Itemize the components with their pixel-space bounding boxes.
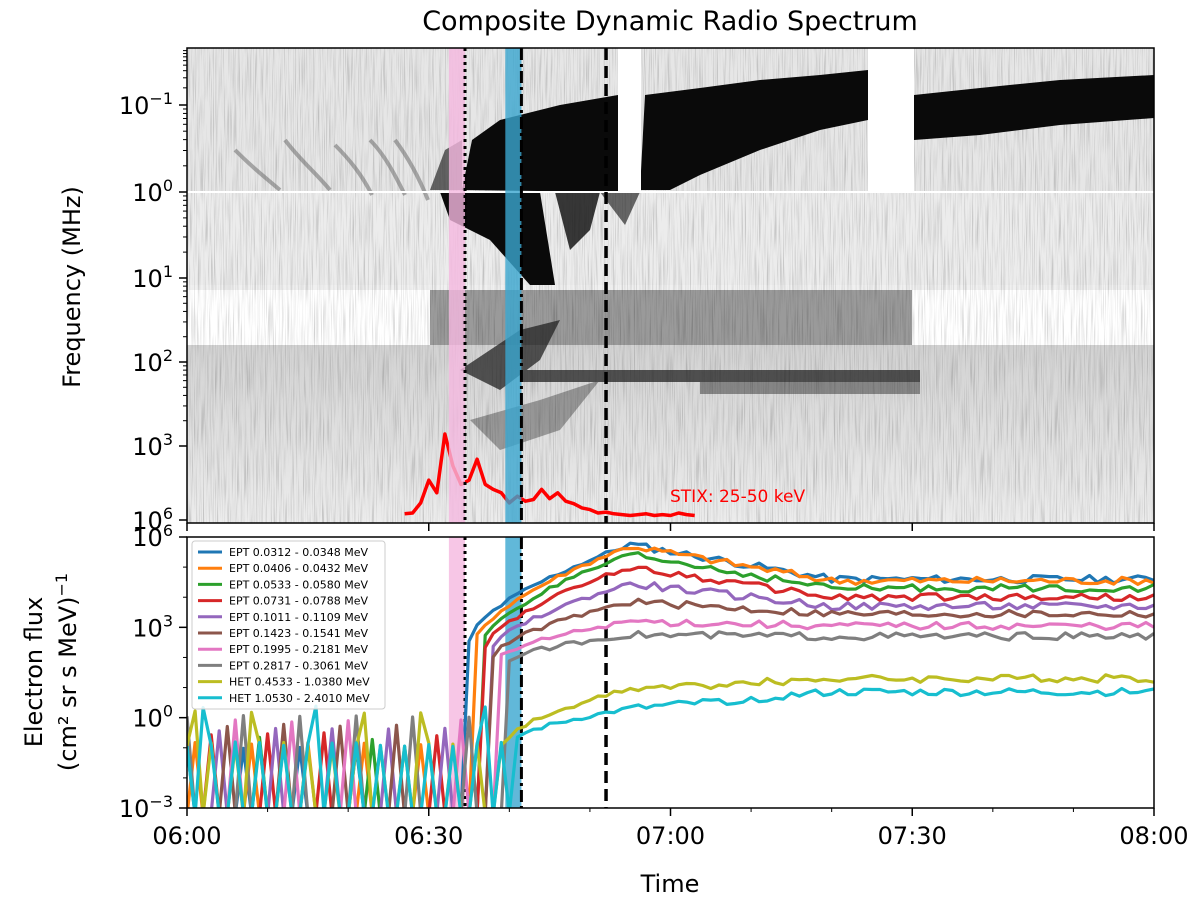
- flux-series-line: [187, 541, 1154, 808]
- flux-y-tick-label: 10−3: [119, 792, 173, 823]
- flux-series-line: [187, 546, 1154, 808]
- event-markers-top: [448, 48, 608, 523]
- flux-y-tick-label: 106: [132, 521, 173, 552]
- flux-series-line: [218, 597, 1154, 808]
- flux-y-axis-unit: (cm² sr s MeV): [54, 597, 82, 772]
- data-gap-2: [868, 48, 914, 192]
- flux-legend: EPT 0.0312 - 0.0348 MeV EPT 0.0406 - 0.04…: [191, 540, 386, 710]
- spectrogram-y-axis-label: Frequency (MHz): [58, 186, 86, 388]
- legend-entry: HET 0.4533 - 1.0380 MeV: [229, 676, 370, 689]
- flux-series-line: [187, 686, 1154, 808]
- pink-time-band: [448, 537, 466, 808]
- spectrogram-panel: [187, 48, 1154, 523]
- legend-entry: EPT 0.0731 - 0.0788 MeV: [229, 595, 368, 608]
- flux-series-line: [187, 629, 1154, 808]
- flux-y-axis-unit-exponent: −1: [52, 573, 71, 597]
- x-tick-label: 06:00: [152, 822, 221, 850]
- flux-y-tick-label: 100: [132, 702, 173, 733]
- spectrogram-y-tick-label: 102: [132, 346, 173, 377]
- flux-y-tick-label: 103: [132, 611, 173, 642]
- pink-time-band: [448, 48, 466, 523]
- spectrogram-y-tick-label: 106: [132, 504, 173, 535]
- legend-entry: EPT 0.0312 - 0.0348 MeV: [229, 546, 368, 559]
- flux-series-line: [210, 581, 1154, 808]
- x-tick-label: 08:00: [1119, 822, 1188, 850]
- radio-burst-dark-region: [430, 70, 1154, 285]
- time-x-ticks: 06:00 06:30 07:00 07:30 08:00: [152, 523, 1189, 850]
- x-tick-label: 07:30: [878, 822, 947, 850]
- flux-series-line: [202, 565, 1154, 808]
- x-tick-label: 06:30: [394, 822, 463, 850]
- legend-entry: EPT 0.1011 - 0.1109 MeV: [229, 611, 368, 624]
- chart-title: Composite Dynamic Radio Spectrum: [422, 6, 918, 37]
- flux-series-line: [250, 551, 1154, 808]
- spectrogram-y-tick-label: 101: [132, 262, 173, 293]
- flux-series-line: [226, 618, 1154, 808]
- spectrogram-y-ticks: 10−1 100 101 102 103 106: [119, 50, 187, 535]
- flux-y-axis-label-line1: Electron flux: [20, 597, 48, 748]
- x-axis-label: Time: [640, 870, 700, 898]
- blue-time-band: [505, 48, 522, 523]
- stix-label: STIX: 25-50 keV: [670, 487, 805, 507]
- legend-entry: EPT 0.0533 - 0.0580 MeV: [229, 578, 368, 591]
- legend-entry: EPT 0.0406 - 0.0432 MeV: [229, 562, 368, 575]
- spectrogram-y-tick-label: 103: [132, 430, 173, 461]
- spectrogram-y-tick-label: 100: [132, 176, 173, 207]
- legend-entry: EPT 0.1995 - 0.2181 MeV: [229, 643, 368, 656]
- legend-entry: EPT 0.1423 - 0.1541 MeV: [229, 627, 368, 640]
- flux-series: [187, 541, 1154, 808]
- data-gap-1: [618, 48, 641, 192]
- legend-entry: EPT 0.2817 - 0.3061 MeV: [229, 659, 368, 672]
- flux-y-axis-label-line2: (cm² sr s MeV)−1: [52, 573, 82, 771]
- x-tick-label: 07:00: [636, 822, 705, 850]
- flux-series-line: [187, 673, 1154, 808]
- flux-y-ticks: 106 103 100 10−3: [119, 521, 187, 823]
- legend-frame: [191, 540, 386, 710]
- legend-entry: HET 1.0530 - 2.4010 MeV: [229, 692, 370, 705]
- spectrogram-y-tick-label: 10−1: [119, 89, 173, 120]
- type-iii-bursts: [233, 138, 430, 201]
